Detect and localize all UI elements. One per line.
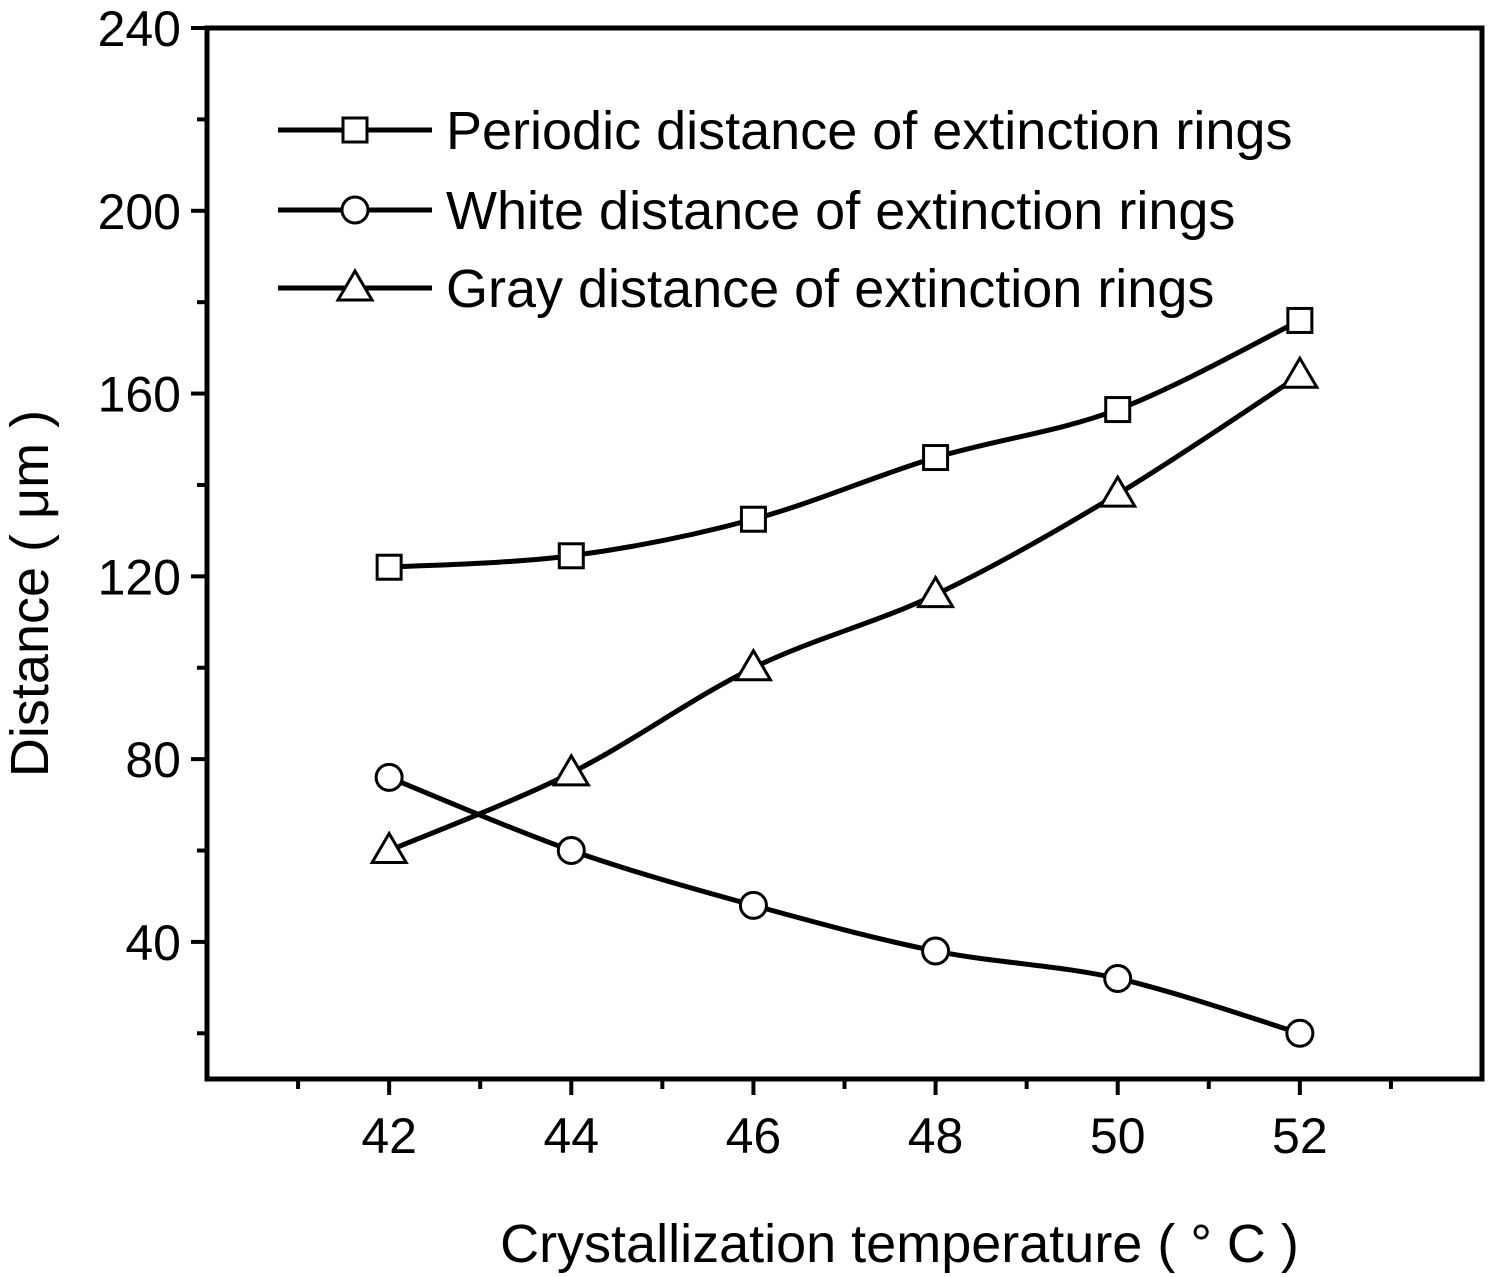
series-circle xyxy=(374,762,1315,1048)
x-tick-label: 42 xyxy=(361,1108,417,1164)
legend-item: Gray distance of extinction rings xyxy=(278,259,1214,319)
series-square xyxy=(375,306,1314,581)
y-tick-label: 40 xyxy=(125,915,181,971)
data-point-triangle xyxy=(733,647,774,682)
legend: Periodic distance of extinction rings Whi… xyxy=(278,101,1292,319)
x-tick-label: 44 xyxy=(543,1108,599,1164)
data-point-circle xyxy=(556,836,586,866)
legend-item: White distance of extinction rings xyxy=(278,181,1235,241)
series-triangle xyxy=(369,355,1320,865)
data-point-circle xyxy=(1285,1018,1315,1048)
y-tick-label: 80 xyxy=(125,732,181,788)
series-line xyxy=(388,775,1301,1036)
x-tick-label: 50 xyxy=(1090,1108,1146,1164)
x-tick-label: 48 xyxy=(908,1108,964,1164)
series-line xyxy=(388,373,1302,853)
y-tick-label: 120 xyxy=(98,549,181,605)
legend-item: Periodic distance of extinction rings xyxy=(278,101,1292,161)
data-point-circle xyxy=(1103,963,1133,993)
legend-label: Periodic distance of extinction rings xyxy=(446,101,1292,161)
data-point-circle xyxy=(921,936,951,966)
data-point-square xyxy=(1286,306,1314,334)
axes: 42 44 46 48 50 52 40 80 120 160 200 240 xyxy=(98,1,1485,1164)
x-axis-title: Crystallization temperature ( ° C ) xyxy=(500,1214,1299,1274)
data-point-square xyxy=(557,542,585,570)
y-axis-title: Distance ( μm ) xyxy=(0,410,60,777)
data-point-square xyxy=(375,553,403,581)
data-point-circle xyxy=(374,762,404,792)
data-point-square xyxy=(922,444,950,472)
data-point-triangle xyxy=(551,752,591,787)
legend-marker-square xyxy=(341,116,369,144)
data-point-triangle xyxy=(915,574,956,609)
data-point-square xyxy=(739,505,767,533)
y-tick-label: 240 xyxy=(98,1,181,57)
y-tick-label: 160 xyxy=(98,367,181,423)
legend-label: White distance of extinction rings xyxy=(446,181,1235,241)
data-point-triangle xyxy=(369,830,409,865)
data-point-triangle xyxy=(1280,355,1320,389)
series-layer xyxy=(369,306,1320,1048)
series-line xyxy=(388,318,1301,570)
data-point-triangle xyxy=(1098,474,1138,508)
y-tick-label: 200 xyxy=(98,184,181,240)
x-tick-label: 46 xyxy=(726,1108,782,1164)
legend-marker-circle xyxy=(340,195,370,225)
data-point-square xyxy=(1104,396,1132,424)
legend-label: Gray distance of extinction rings xyxy=(446,259,1214,319)
x-tick-label: 52 xyxy=(1272,1108,1328,1164)
legend-marker-triangle xyxy=(335,268,375,302)
data-point-circle xyxy=(738,890,768,920)
